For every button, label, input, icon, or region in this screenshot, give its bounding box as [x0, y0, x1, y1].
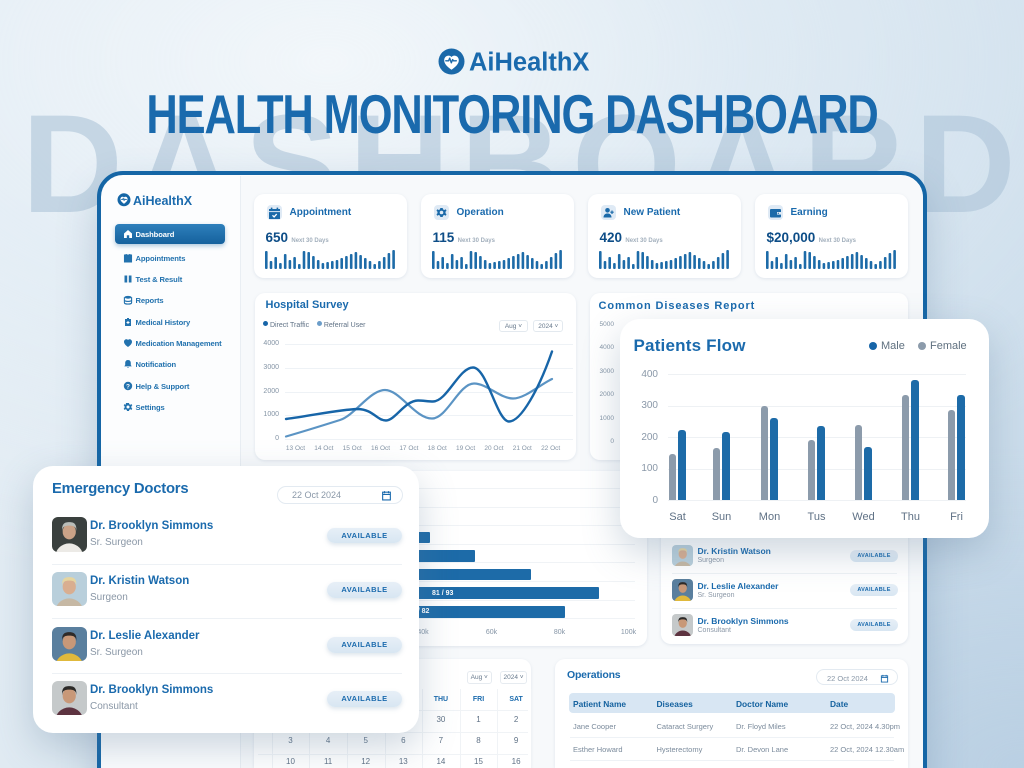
- svg-text:AiHealthX: AiHealthX: [469, 49, 589, 77]
- svg-text:AiHealthX: AiHealthX: [133, 194, 193, 208]
- svg-text:?: ?: [126, 383, 130, 390]
